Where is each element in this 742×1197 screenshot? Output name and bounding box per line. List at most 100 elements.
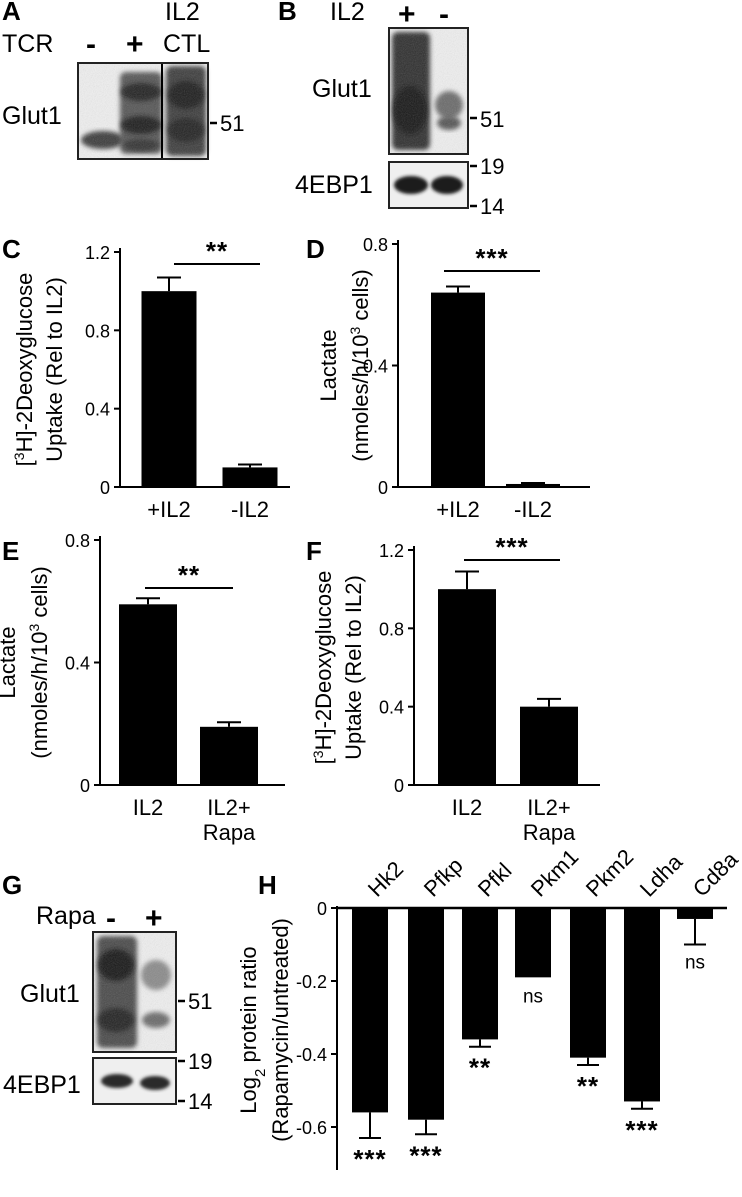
significance-label: ** (178, 560, 200, 590)
x-category-label: -IL2 (231, 497, 269, 522)
rapa-plus-sign: + (145, 902, 163, 935)
y-tick-label: 0 (100, 478, 110, 498)
y-tick-label: 1.2 (85, 243, 110, 263)
x-category-label: IL2+ (527, 795, 570, 820)
rapa-label: Rapa (36, 902, 96, 930)
bar (677, 908, 713, 919)
bar (431, 292, 485, 487)
x-category-label: Ldha (635, 849, 688, 902)
significance-label: ** (577, 1071, 599, 1101)
x-category-label: Cd8a (688, 846, 742, 901)
il2-label: IL2 (165, 0, 200, 26)
blot-panel-a: A IL2 TCR - + CTL Glut1 51 (2, 0, 244, 160)
bar (141, 291, 197, 487)
y-tick-label: 0.8 (85, 321, 110, 341)
glut1-label: Glut1 (2, 102, 62, 130)
4ebp1-label-b: 4EBP1 (295, 171, 373, 199)
significance-label: ** (206, 236, 228, 266)
y-axis-title-line1: [3H]-2Deoxyglucose (11, 273, 37, 467)
y-tick-label: 0.4 (379, 698, 404, 718)
marker-19-g: 19 (188, 1049, 212, 1074)
chart-c: 0 0.4 0.8 1.2 +IL2 -IL2 ** [3H]-2Deoxyglucose Up… (11, 236, 290, 522)
glut1-label-b: Glut1 (312, 75, 372, 103)
ctl-label: CTL (163, 30, 210, 58)
marker-51-a: 51 (220, 111, 244, 136)
y-axis-title-line2: Uptake (Rel to IL2) (341, 575, 366, 760)
x-category-label: Rapa (523, 820, 576, 845)
x-category-label: Pfkl (473, 858, 517, 902)
chart-d: 0 0.4 0.8 +IL2 -IL2 *** Lactate (nmoles/h/103 c… (316, 235, 590, 522)
marker-51-g: 51 (188, 989, 212, 1014)
blot-image-b-4ebp1 (388, 161, 469, 209)
panel-letter-e: E (2, 536, 19, 566)
bar (200, 726, 258, 785)
significance-label: *** (495, 532, 528, 562)
y-tick-label: 0.4 (65, 654, 90, 674)
significance-label: ns (685, 953, 705, 974)
tcr-label: TCR (2, 30, 53, 58)
significance-label: *** (475, 243, 508, 273)
bar (624, 908, 660, 1102)
significance-label: *** (625, 1115, 658, 1145)
chart-f: 0 0.4 0.8 1.2 IL2 IL2+Rapa *** [3H]-2Deoxygluco… (310, 532, 600, 845)
panel-letter-h: H (258, 870, 277, 900)
bar (506, 483, 560, 487)
y-axis-title-line1: [3H]-2Deoxyglucose (310, 571, 336, 765)
y-axis-title-line2: (Rapamycin/untreated) (268, 918, 293, 1142)
significance-label: *** (353, 1144, 386, 1174)
blot-image-b-glut1 (388, 27, 469, 155)
panel-letter-a: A (2, 0, 21, 26)
blot-panel-g: G Rapa - + Glut1 4EBP1 51 19 14 (2, 870, 212, 1114)
y-tick-label: 0.8 (65, 531, 90, 551)
x-category-label: Pkm1 (526, 844, 583, 901)
x-category-label: Pfkp (419, 853, 468, 902)
tcr-minus-sign: - (86, 28, 96, 61)
significance-label: ** (469, 1053, 491, 1083)
y-tick-label: 0 (80, 776, 90, 796)
x-category-label: IL2 (452, 795, 483, 820)
y-tick-label: 0 (317, 899, 327, 919)
x-category-label: Hk2 (363, 856, 408, 901)
y-tick-label: 0.8 (363, 235, 388, 255)
blot-panel-b: B IL2 + - Glut1 4EBP1 51 19 14 (278, 0, 504, 219)
marker-51-b: 51 (480, 107, 504, 132)
y-tick-label: 0.8 (379, 619, 404, 639)
y-tick-label: 0.4 (363, 357, 388, 377)
x-category-label: IL2 (133, 795, 164, 820)
y-tick-label: 0 (394, 776, 404, 796)
panel-letter-d: D (306, 234, 325, 264)
il2-minus-sign: - (439, 0, 449, 31)
blot-image-g-4ebp1 (92, 1057, 177, 1105)
bar (408, 908, 444, 1120)
chart-e: 0 0.4 0.8 IL2 IL2+Rapa ** Lactate (nmoles/h/103… (0, 531, 285, 845)
rapa-minus-sign: - (106, 902, 116, 935)
chart-h: 0 -0.2 -0.4 -0.6 Hk2 *** Pfkp *** Pfkl ** Pkm1 ns Pk… (236, 844, 742, 1174)
bar (352, 908, 388, 1113)
y-tick-label: 0 (378, 478, 388, 498)
y-tick-label: -0.4 (296, 1045, 327, 1065)
bar (520, 706, 578, 785)
glut1-label-g: Glut1 (20, 980, 80, 1008)
bar (438, 589, 496, 785)
panel-letter-c: C (2, 234, 21, 264)
y-tick-label: 0.4 (85, 400, 110, 420)
y-axis-title-line2: Uptake (Rel to IL2) (42, 277, 67, 462)
blot-image-g-glut1 (92, 931, 177, 1053)
y-axis-title-line1: Log2 protein ratio (236, 946, 269, 1113)
marker-14-b: 14 (480, 194, 504, 219)
bar (222, 467, 278, 487)
significance-label: *** (409, 1140, 442, 1170)
tcr-plus-sign: + (126, 28, 144, 61)
x-category-label: -IL2 (514, 497, 552, 522)
marker-19-b: 19 (480, 154, 504, 179)
y-axis-title-line1: Lactate (0, 626, 20, 698)
y-axis-title-line2: (nmoles/h/103 cells) (347, 269, 373, 461)
x-category-label: +IL2 (436, 497, 479, 522)
il2-label-b: IL2 (330, 0, 365, 26)
4ebp1-label-g: 4EBP1 (3, 1071, 81, 1099)
panel-letter-f: F (306, 536, 322, 566)
y-tick-label: 1.2 (379, 541, 404, 561)
y-tick-label: -0.6 (296, 1118, 327, 1138)
panel-letter-g: G (2, 870, 22, 900)
